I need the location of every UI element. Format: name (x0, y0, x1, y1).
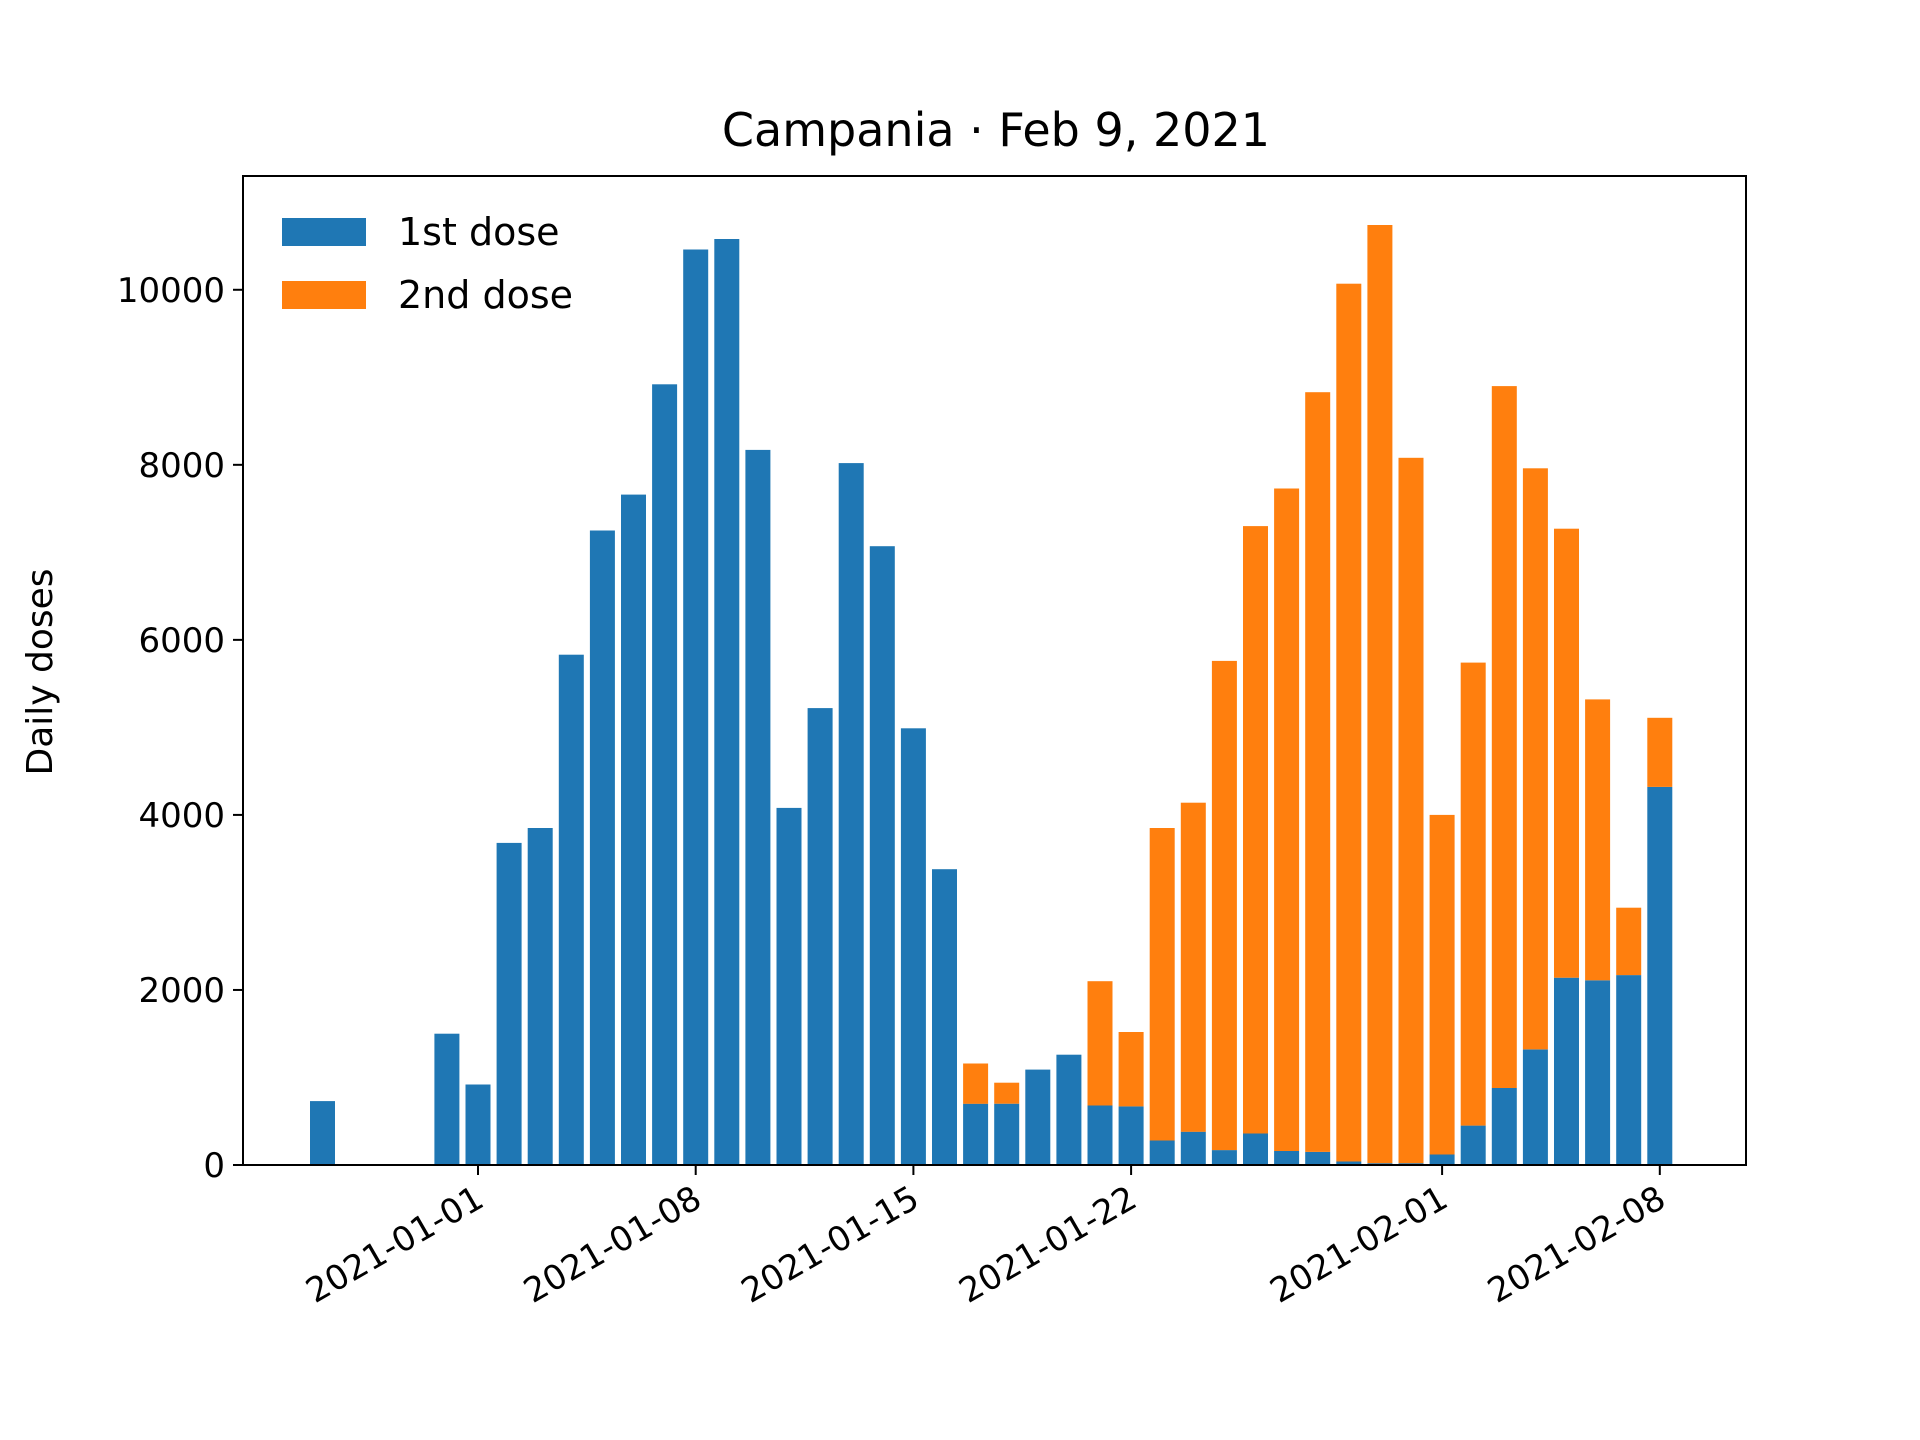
bar-1st-dose-2021-02-08 (1647, 786, 1673, 1165)
bar-2nd-dose-2021-01-17 (963, 1063, 989, 1104)
bar-1st-dose-2021-01-21 (1087, 1105, 1113, 1165)
bar-1st-dose-2021-01-28 (1305, 1151, 1331, 1165)
bar-1st-dose-2021-01-22 (1118, 1106, 1144, 1165)
bar-1st-dose-2021-01-01 (465, 1084, 491, 1165)
y-tick-label-4000: 4000 (138, 796, 225, 836)
bar-1st-dose-2021-01-02 (496, 842, 522, 1165)
bar-1st-dose-2021-01-27 (1274, 1151, 1300, 1165)
bar-1st-dose-2021-01-14 (869, 546, 895, 1165)
bar-1st-dose-2021-01-05 (589, 530, 615, 1165)
bar-2nd-dose-2021-01-23 (1149, 828, 1175, 1141)
y-axis: 0 2000 4000 6000 8000 10000 (117, 271, 243, 1186)
legend-label-1st-dose: 1st dose (398, 210, 560, 254)
legend-swatch-2nd-dose (282, 281, 366, 309)
bar-1st-dose-2020-12-27 (310, 1101, 335, 1165)
y-tick-label-10000: 10000 (117, 271, 225, 311)
bar-2nd-dose-2021-02-01 (1429, 814, 1455, 1155)
legend-swatch-1st-dose (282, 218, 366, 246)
bar-1st-dose-2021-01-17 (963, 1103, 989, 1165)
bar-1st-dose-2021-01-26 (1243, 1133, 1268, 1165)
bar-1st-dose-2020-12-31 (434, 1033, 460, 1165)
bar-2nd-dose-2021-01-29 (1336, 283, 1362, 1162)
bar-1st-dose-2021-01-04 (558, 654, 584, 1165)
bar-1st-dose-2021-01-15 (900, 728, 926, 1165)
bar-1st-dose-2021-01-09 (714, 239, 740, 1165)
bars (310, 225, 1673, 1166)
bar-1st-dose-2021-01-12 (807, 708, 833, 1165)
bar-2nd-dose-2021-01-31 (1398, 457, 1424, 1164)
x-tick-label-2021-01-15: 2021-01-15 (735, 1178, 926, 1311)
bar-1st-dose-2021-02-07 (1616, 975, 1642, 1165)
bar-2nd-dose-2021-02-04 (1522, 468, 1548, 1050)
bar-1st-dose-2021-01-29 (1336, 1161, 1362, 1165)
bar-1st-dose-2021-02-04 (1522, 1049, 1548, 1165)
y-tick-label-2000: 2000 (138, 971, 225, 1011)
bar-1st-dose-2021-02-06 (1585, 980, 1611, 1165)
bar-2nd-dose-2021-01-22 (1118, 1032, 1144, 1107)
y-axis-label: Daily doses (20, 568, 61, 775)
bar-1st-dose-2021-01-16 (932, 869, 957, 1165)
y-tick-label-6000: 6000 (138, 621, 225, 661)
bar-2nd-dose-2021-01-26 (1243, 526, 1268, 1134)
bar-1st-dose-2021-01-20 (1056, 1054, 1082, 1165)
y-tick-label-8000: 8000 (138, 446, 225, 486)
bar-1st-dose-2021-01-19 (1025, 1069, 1051, 1165)
bar-2nd-dose-2021-02-05 (1554, 528, 1579, 978)
y-tick-label-0: 0 (203, 1146, 225, 1186)
bar-1st-dose-2021-02-01 (1429, 1154, 1455, 1165)
bar-2nd-dose-2021-02-07 (1616, 907, 1642, 976)
bar-1st-dose-2021-01-10 (745, 449, 771, 1165)
bar-2nd-dose-2021-01-27 (1274, 488, 1300, 1151)
legend: 1st dose 2nd dose (282, 210, 573, 317)
bar-2nd-dose-2021-01-18 (994, 1082, 1020, 1104)
bar-1st-dose-2021-01-08 (683, 249, 709, 1165)
bar-2nd-dose-2021-02-08 (1647, 717, 1673, 787)
chart-title: Campania · Feb 9, 2021 (722, 103, 1270, 157)
bar-2nd-dose-2021-01-24 (1180, 802, 1206, 1132)
bar-1st-dose-2021-01-25 (1211, 1150, 1237, 1165)
bar-1st-dose-2021-02-05 (1554, 977, 1579, 1165)
x-tick-label-2021-01-08: 2021-01-08 (517, 1178, 708, 1311)
bar-1st-dose-2021-02-02 (1460, 1125, 1486, 1165)
x-tick-label-2021-01-01: 2021-01-01 (299, 1178, 490, 1311)
bar-2nd-dose-2021-02-03 (1491, 386, 1517, 1089)
bar-2nd-dose-2021-02-06 (1585, 699, 1611, 981)
bar-1st-dose-2021-01-13 (838, 463, 864, 1166)
bar-1st-dose-2021-01-07 (652, 384, 678, 1165)
bar-1st-dose-2021-02-03 (1491, 1088, 1517, 1165)
bar-1st-dose-2021-01-06 (621, 494, 646, 1166)
bar-2nd-dose-2021-01-21 (1087, 981, 1113, 1106)
bar-1st-dose-2021-01-24 (1180, 1131, 1206, 1165)
bar-1st-dose-2021-01-18 (994, 1103, 1020, 1165)
x-axis: 2021-01-01 2021-01-08 2021-01-15 2021-01-22… (299, 1165, 1672, 1312)
x-tick-label-2021-01-22: 2021-01-22 (952, 1178, 1143, 1311)
bar-2nd-dose-2021-01-30 (1367, 225, 1393, 1164)
legend-label-2nd-dose: 2nd dose (398, 273, 573, 317)
x-tick-label-2021-02-01: 2021-02-01 (1263, 1178, 1454, 1311)
bar-2nd-dose-2021-01-25 (1211, 660, 1237, 1151)
bar-1st-dose-2021-01-23 (1149, 1140, 1175, 1165)
bar-1st-dose-2021-01-03 (527, 828, 553, 1165)
plot-frame (242, 175, 1747, 1166)
bar-2nd-dose-2021-01-28 (1305, 392, 1331, 1152)
bar-2nd-dose-2021-02-02 (1460, 662, 1486, 1126)
x-tick-label-2021-02-08: 2021-02-08 (1481, 1178, 1672, 1311)
bar-1st-dose-2021-01-11 (776, 807, 802, 1165)
